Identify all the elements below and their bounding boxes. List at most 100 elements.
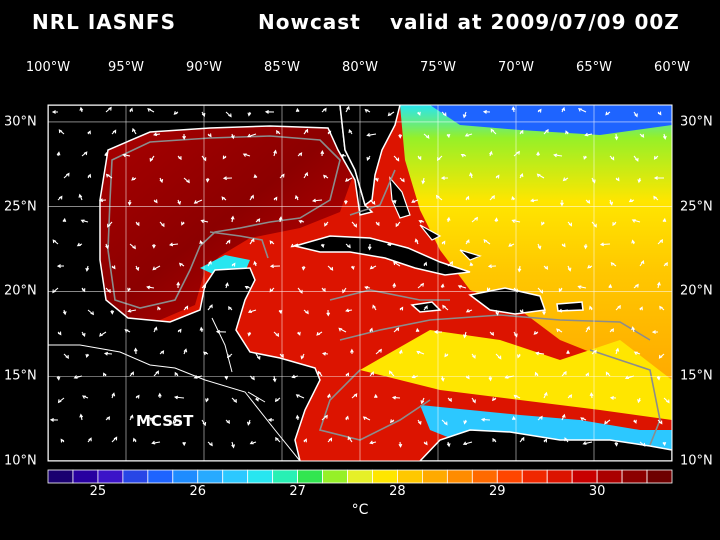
bathymetry-contours <box>107 135 661 446</box>
current-arrow <box>275 436 281 443</box>
longitude-label: 65°W <box>576 60 612 75</box>
current-arrow <box>659 305 665 311</box>
current-arrow <box>323 174 329 179</box>
current-arrow <box>628 198 635 203</box>
latitude-label-left: 20°N <box>4 283 37 299</box>
current-arrow <box>415 327 420 333</box>
current-arrow <box>605 111 611 116</box>
current-arrow <box>183 348 188 355</box>
current-arrow <box>131 127 137 135</box>
colorbar-swatch <box>446 469 473 484</box>
current-arrow <box>614 133 619 141</box>
current-arrow <box>398 441 403 448</box>
current-arrow <box>303 309 309 315</box>
current-arrow <box>398 133 403 139</box>
current-arrow <box>127 287 131 292</box>
current-arrow <box>533 331 539 335</box>
current-arrow <box>558 308 569 313</box>
current-arrow <box>129 243 136 250</box>
current-arrow <box>129 414 134 421</box>
current-arrow <box>633 155 639 162</box>
current-arrow <box>146 285 155 290</box>
current-arrow <box>662 441 667 447</box>
current-arrow <box>182 133 187 140</box>
current-arrow <box>560 199 564 207</box>
current-arrow <box>637 397 641 404</box>
current-arrow <box>247 309 257 313</box>
current-arrow <box>393 155 400 162</box>
current-arrow <box>519 129 524 135</box>
current-arrow <box>537 243 542 250</box>
current-arrow <box>273 149 278 157</box>
current-arrow <box>135 265 140 272</box>
colorbar-swatch <box>222 469 249 484</box>
current-arrow <box>663 397 670 404</box>
current-arrow <box>242 153 251 157</box>
current-arrow <box>153 326 158 333</box>
current-arrow <box>246 419 251 426</box>
current-arrow <box>153 370 159 377</box>
current-arrow <box>79 413 84 421</box>
south-america-land <box>418 429 672 461</box>
current-arrow <box>651 330 659 334</box>
colorbar-swatch <box>596 469 623 484</box>
current-arrow <box>320 243 325 249</box>
current-arrow <box>58 129 65 135</box>
current-arrow <box>657 281 661 289</box>
current-arrow <box>244 286 251 290</box>
current-arrow <box>201 419 207 427</box>
colorbar-tick-label: 29 <box>488 484 506 499</box>
current-arrow <box>99 331 107 337</box>
current-arrow <box>249 375 255 381</box>
current-arrow <box>662 217 667 223</box>
current-arrow <box>273 331 280 337</box>
current-arrow <box>417 111 421 116</box>
current-arrow <box>297 152 303 157</box>
current-vectors <box>49 105 670 449</box>
current-arrow <box>386 242 395 247</box>
current-arrow <box>132 437 137 443</box>
current-arrow <box>658 353 665 359</box>
current-arrow <box>392 282 397 289</box>
colorbar <box>47 469 673 484</box>
current-arrow <box>178 262 185 267</box>
current-arrow <box>653 155 659 160</box>
current-arrow <box>423 305 428 311</box>
current-arrow <box>349 348 354 355</box>
current-arrow <box>511 106 516 113</box>
current-arrow <box>111 436 118 443</box>
current-arrow <box>249 194 254 201</box>
current-arrow <box>78 193 83 201</box>
current-arrow <box>489 194 495 201</box>
colorbar-swatch <box>47 469 74 484</box>
current-arrow <box>56 151 61 157</box>
current-arrow <box>653 195 659 201</box>
current-arrow <box>290 243 299 248</box>
current-arrow <box>366 155 371 161</box>
current-arrow <box>169 242 179 247</box>
current-arrow <box>391 395 401 400</box>
current-arrow <box>492 437 497 443</box>
current-arrow <box>398 349 403 355</box>
colorbar-tick-label: 25 <box>89 484 107 499</box>
latitude-label-right: 25°N <box>680 199 713 215</box>
current-arrow <box>423 133 430 139</box>
current-arrow <box>301 265 306 271</box>
current-arrow <box>153 199 158 204</box>
colorbar-tick-label: 28 <box>389 484 406 499</box>
current-arrow <box>127 199 132 206</box>
current-arrow <box>272 375 277 383</box>
current-arrow <box>513 150 520 157</box>
current-arrow <box>369 327 373 333</box>
current-arrow <box>369 199 376 205</box>
latitude-label-left: 25°N <box>4 199 37 215</box>
current-arrow <box>417 282 424 289</box>
colorbar-swatch <box>197 469 224 484</box>
current-arrow <box>200 219 209 224</box>
current-arrow <box>345 105 350 113</box>
current-arrow <box>269 264 281 269</box>
atlantic-sst-field <box>400 105 672 380</box>
current-arrow <box>247 331 252 337</box>
current-arrow <box>350 265 355 270</box>
